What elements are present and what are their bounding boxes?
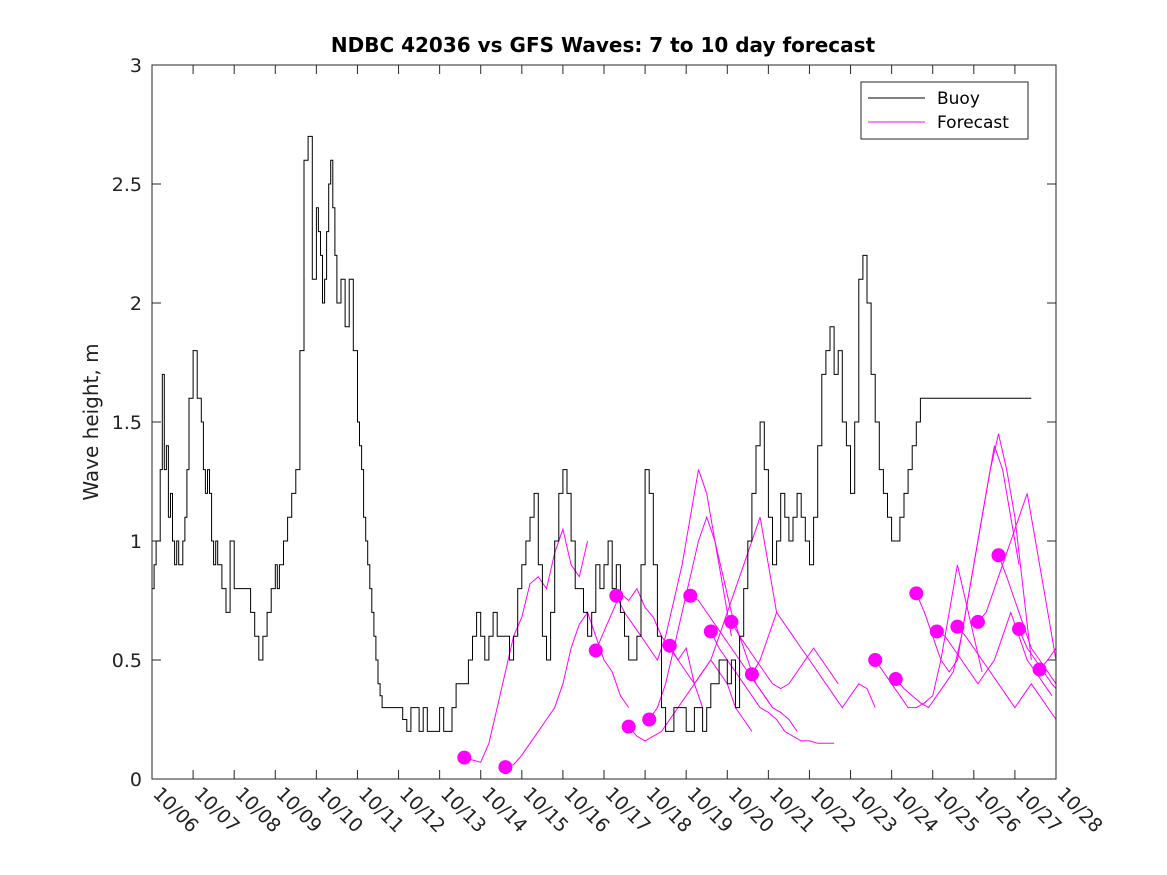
forecast-series-line [915, 433, 1032, 673]
y-tick-label: 2 [130, 293, 142, 315]
forecast-marker [1012, 622, 1027, 637]
forecast-marker [970, 614, 985, 629]
forecast-marker [621, 719, 636, 734]
forecast-marker [909, 586, 924, 601]
buoy-line [152, 135, 1032, 732]
forecast-marker [724, 614, 739, 629]
forecast-marker [888, 672, 903, 687]
forecast-series-line [936, 610, 1053, 696]
buoy-line-group [152, 135, 1032, 732]
forecast-marker [703, 624, 718, 639]
y-tick-label: 3 [130, 55, 142, 77]
forecast-series-line [977, 493, 1057, 661]
forecast-series-line [690, 595, 798, 732]
y-tick-label: 2.5 [112, 174, 142, 196]
forecast-series-line [874, 564, 983, 709]
legend-label-buoy: Buoy [937, 89, 980, 109]
forecast-series-line [669, 517, 778, 685]
forecast-marker [950, 619, 965, 634]
forecast-marker [1032, 662, 1047, 677]
forecast-marker [662, 638, 677, 653]
forecast-series-line [505, 611, 630, 768]
y-tick-label: 1.5 [112, 412, 142, 434]
forecast-marker [609, 588, 624, 603]
y-axis-label: Wave height, m [79, 343, 103, 500]
forecast-markers [457, 548, 1047, 775]
forecast-marker [588, 643, 603, 658]
y-tick-label: 1 [130, 531, 142, 553]
forecast-marker [868, 653, 883, 667]
forecast-series-line [957, 626, 1057, 720]
forecast-marker [457, 750, 472, 765]
forecast-series-line [595, 587, 704, 708]
legend: Buoy Forecast [860, 81, 1029, 140]
forecast-series-line [751, 611, 876, 709]
forecast-marker [642, 712, 657, 727]
legend-label-forecast: Forecast [937, 113, 1009, 133]
legend-box [860, 81, 1029, 140]
chart-title: NDBC 42036 vs GFS Waves: 7 to 10 day for… [331, 33, 876, 57]
y-tick-label: 0.5 [112, 650, 142, 672]
forecast-marker [744, 667, 759, 682]
plot-frame [151, 64, 1057, 780]
y-tick-label: 0 [130, 769, 142, 791]
forecast-marker [929, 624, 944, 639]
forecast-marker [991, 548, 1006, 563]
forecast-marker [683, 588, 698, 603]
forecast-marker [498, 760, 513, 775]
forecast-series-line [615, 469, 732, 662]
forecast-series-line [464, 527, 589, 763]
forecast-series-line [628, 659, 753, 742]
forecast-series-line [730, 621, 839, 690]
y-axis-ticks: 0 0.5 1 1.5 2 2.5 3 [112, 55, 1056, 791]
